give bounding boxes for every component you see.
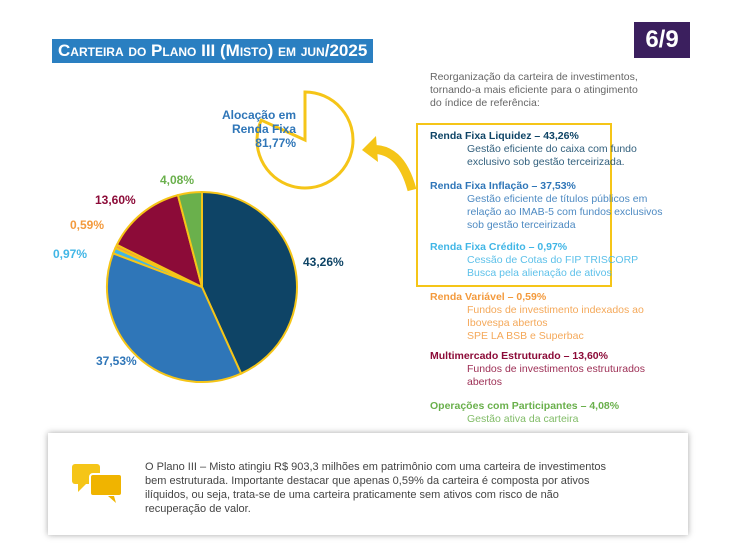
- detail-text: Gestão ativa da carteira: [467, 413, 579, 425]
- detail-text: sob gestão terceirizada: [467, 219, 576, 231]
- summary-text: ilíquidos, ou seja, trata-se de uma cart…: [145, 489, 559, 501]
- slice-label: 13,60%: [95, 193, 136, 207]
- detail-text: exclusivo sob gestão terceirizada.: [467, 156, 625, 168]
- detail-heading: Renda Fixa Liquidez – 43,26%: [430, 130, 579, 142]
- pie-slice: [106, 252, 243, 383]
- slice-label: 43,26%: [303, 255, 344, 269]
- pie-slice: [201, 190, 298, 375]
- slice-label: 4,08%: [160, 173, 194, 187]
- arrow-head: [362, 136, 378, 162]
- slide-title: Carteira do Plano III (Misto) em jun/202…: [52, 39, 374, 63]
- detail-text: Busca pela alienação de ativos: [467, 267, 612, 279]
- summary-text: O Plano III – Misto atingiu R$ 903,3 mil…: [145, 461, 606, 473]
- detail-text: Ibovespa abertos: [467, 317, 548, 329]
- detail-text: SPE LA BSB e Superbac: [467, 330, 584, 342]
- pie-slice: [176, 190, 203, 288]
- detail-text: relação ao IMAB-5 com fundos exclusivos: [467, 206, 663, 218]
- allocation-slice: [255, 90, 355, 190]
- summary-box: [48, 433, 688, 535]
- detail-heading: Renda Fixa Inflação – 37,53%: [430, 180, 576, 192]
- detail-text: Fundos de investimentos estruturados: [467, 363, 646, 375]
- summary-text: bem estruturada. Importante destacar que…: [145, 475, 590, 487]
- detail-text: abertos: [467, 376, 503, 388]
- intro-text: tornando-a mais eficiente para o atingim…: [430, 84, 638, 96]
- detail-text: Gestão eficiente de títulos públicos em: [467, 193, 648, 205]
- detail-heading: Renda Fixa Crédito – 0,97%: [430, 241, 568, 253]
- allocation-value: 81,77%: [255, 136, 296, 150]
- detail-text: Fundos de investimento indexados ao: [467, 304, 644, 316]
- detail-text: Gestão eficiente do caixa com fundo: [467, 143, 637, 155]
- pie-slice: [115, 193, 204, 289]
- slice-label: 0,59%: [70, 218, 104, 232]
- highlight-box: [416, 123, 612, 287]
- detail-heading: Renda Variável – 0,59%: [430, 291, 547, 303]
- allocation-title: Renda Fixa: [232, 122, 296, 136]
- intro-text: Reorganização da carteira de investiment…: [430, 71, 638, 83]
- page-number: 6/9: [634, 22, 690, 58]
- detail-heading: Multimercado Estruturado – 13,60%: [430, 350, 608, 362]
- detail-heading: Operações com Participantes – 4,08%: [430, 400, 620, 412]
- detail-text: Cessão de Cotas do FIP TRISCORP: [467, 254, 639, 266]
- intro-text: do índice de referência:: [430, 97, 540, 109]
- summary-text: recuperação de valor.: [145, 503, 251, 515]
- allocation-title: Alocação em: [222, 108, 296, 122]
- slice-label: 37,53%: [96, 354, 137, 368]
- chat-icon: [72, 464, 123, 503]
- slice-label: 0,97%: [53, 247, 87, 261]
